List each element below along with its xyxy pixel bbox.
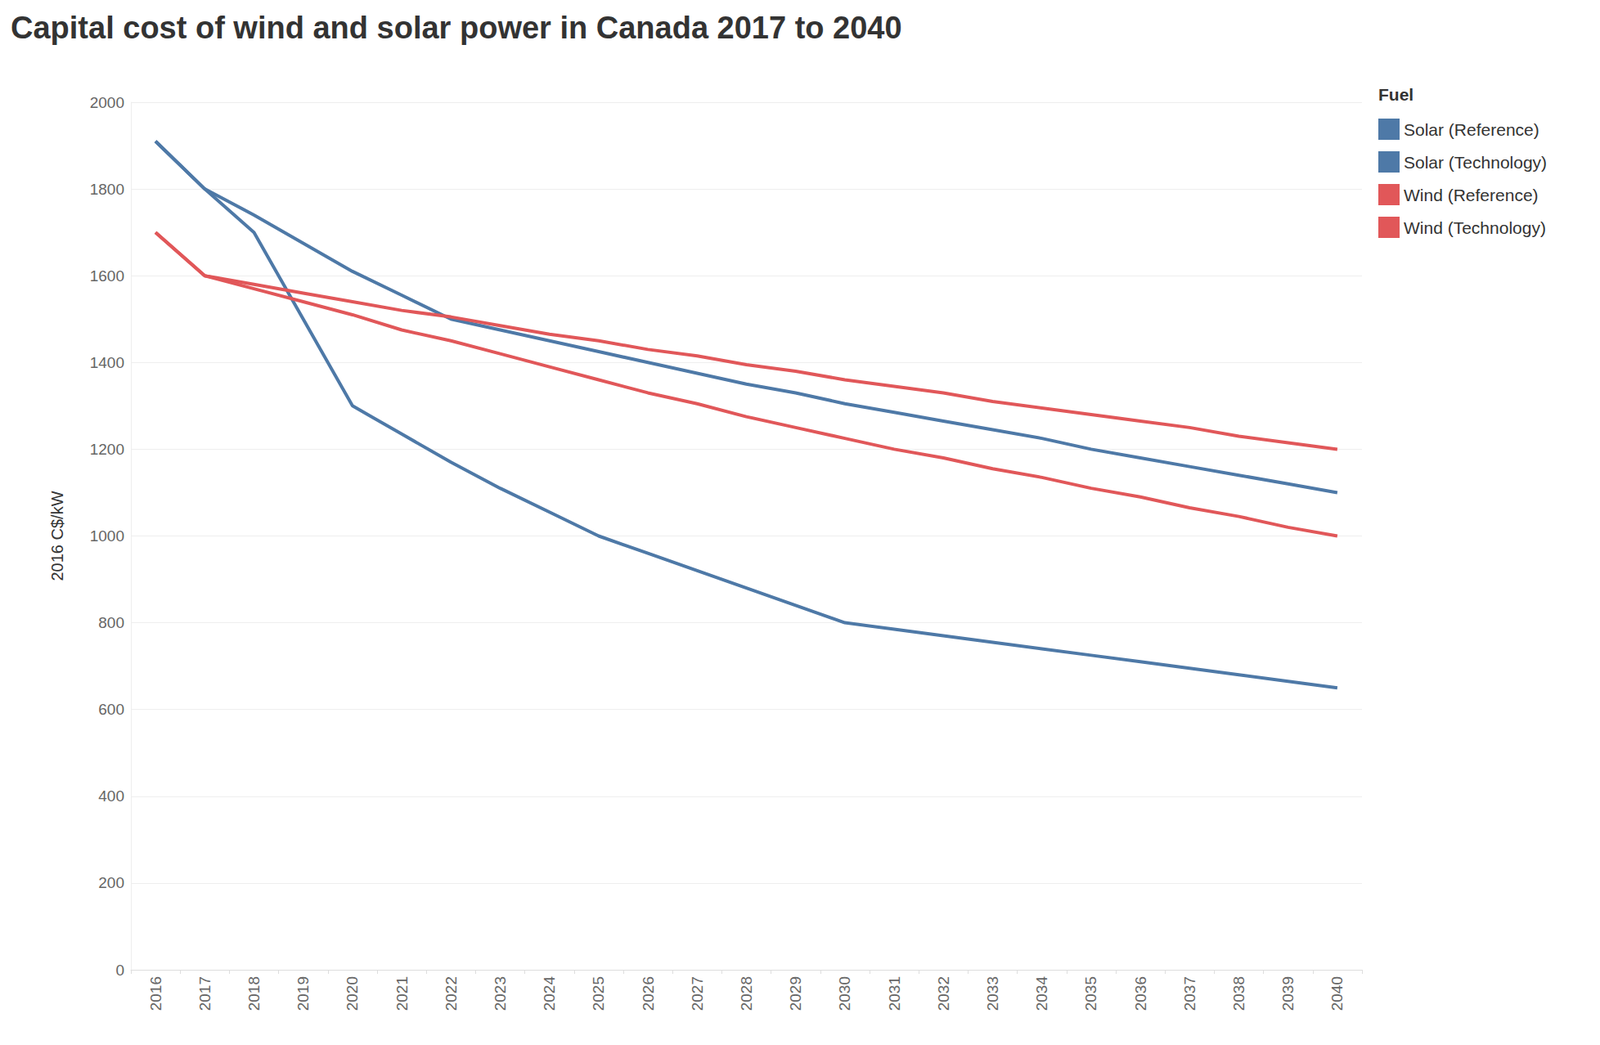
svg-text:1400: 1400 bbox=[89, 354, 125, 372]
svg-text:2019: 2019 bbox=[294, 976, 312, 1012]
svg-text:2033: 2033 bbox=[984, 976, 1002, 1012]
svg-text:600: 600 bbox=[98, 701, 125, 719]
svg-text:1600: 1600 bbox=[89, 267, 125, 285]
svg-text:2031: 2031 bbox=[885, 976, 904, 1012]
svg-text:2018: 2018 bbox=[245, 976, 263, 1012]
svg-text:2024: 2024 bbox=[540, 976, 558, 1012]
svg-text:2023: 2023 bbox=[491, 976, 509, 1012]
svg-text:2028: 2028 bbox=[737, 976, 756, 1012]
svg-text:2026: 2026 bbox=[639, 976, 657, 1012]
svg-text:1200: 1200 bbox=[89, 440, 125, 459]
svg-text:2020: 2020 bbox=[343, 976, 361, 1012]
svg-text:1000: 1000 bbox=[89, 527, 125, 545]
svg-text:2039: 2039 bbox=[1279, 976, 1297, 1012]
svg-text:Wind (Technology): Wind (Technology) bbox=[1403, 218, 1547, 238]
svg-text:2016: 2016 bbox=[147, 976, 165, 1012]
svg-text:2027: 2027 bbox=[688, 976, 706, 1012]
svg-text:2022: 2022 bbox=[442, 976, 460, 1012]
svg-text:2021: 2021 bbox=[393, 976, 411, 1012]
svg-text:800: 800 bbox=[98, 614, 125, 632]
svg-text:2037: 2037 bbox=[1181, 976, 1199, 1012]
svg-text:1800: 1800 bbox=[89, 180, 125, 198]
svg-text:Capital cost of wind and solar: Capital cost of wind and solar power in … bbox=[10, 10, 903, 45]
svg-text:Solar (Reference): Solar (Reference) bbox=[1403, 120, 1540, 140]
svg-text:2016 C$/kW: 2016 C$/kW bbox=[48, 490, 67, 581]
svg-text:2000: 2000 bbox=[89, 94, 125, 112]
svg-text:2035: 2035 bbox=[1082, 976, 1100, 1012]
svg-text:2034: 2034 bbox=[1033, 976, 1051, 1012]
svg-text:2040: 2040 bbox=[1328, 976, 1346, 1012]
svg-text:200: 200 bbox=[98, 874, 125, 892]
svg-text:2032: 2032 bbox=[934, 976, 953, 1012]
svg-text:Solar (Technology): Solar (Technology) bbox=[1403, 152, 1547, 172]
svg-text:2036: 2036 bbox=[1132, 976, 1150, 1012]
svg-text:Fuel: Fuel bbox=[1378, 85, 1414, 104]
svg-text:0: 0 bbox=[115, 961, 125, 980]
svg-text:400: 400 bbox=[98, 787, 125, 805]
svg-text:2029: 2029 bbox=[786, 976, 805, 1012]
svg-text:Wind (Reference): Wind (Reference) bbox=[1403, 185, 1539, 205]
svg-text:2030: 2030 bbox=[835, 976, 854, 1012]
svg-text:2025: 2025 bbox=[589, 976, 607, 1012]
svg-text:2017: 2017 bbox=[196, 976, 214, 1012]
svg-text:2038: 2038 bbox=[1230, 976, 1248, 1012]
